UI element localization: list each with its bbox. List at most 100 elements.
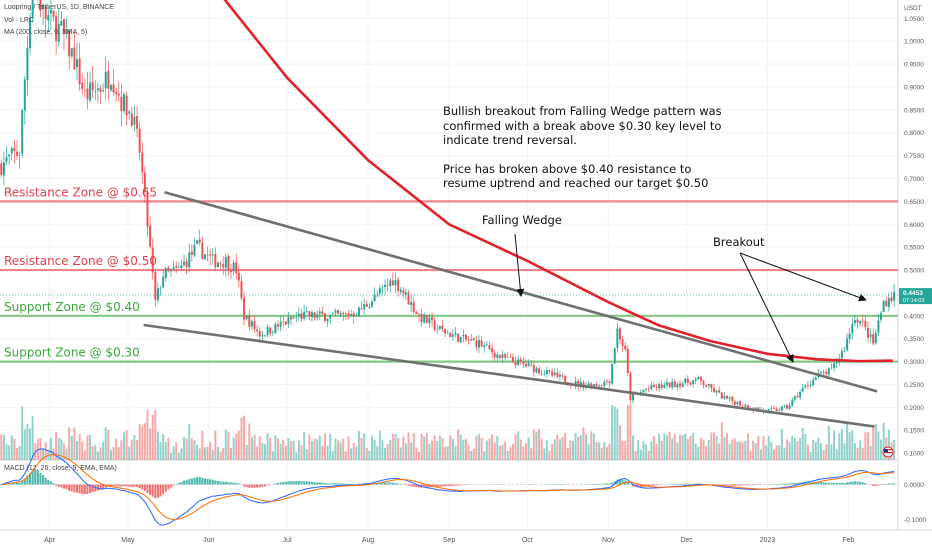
macd-histogram-bar	[686, 483, 689, 485]
candle-body	[352, 313, 355, 317]
macd-histogram-bar	[835, 483, 838, 485]
candle-body	[741, 405, 744, 407]
macd-histogram-bar	[21, 481, 24, 485]
volume-bar	[684, 433, 687, 460]
macd-histogram-bar	[595, 483, 598, 485]
candle-body	[663, 384, 666, 388]
candle-body	[449, 332, 452, 338]
macd-histogram-bar	[83, 484, 86, 495]
macd-histogram-bar	[397, 483, 400, 485]
candle-body	[652, 385, 655, 388]
volume-bar	[498, 445, 501, 460]
volume-bar	[639, 449, 642, 460]
volume-bar	[373, 439, 376, 460]
candle-body	[384, 284, 387, 288]
volume-bar	[540, 438, 543, 460]
volume-bar	[525, 443, 528, 460]
volume-bar	[569, 440, 572, 460]
volume-bar	[697, 446, 700, 460]
volume-bar	[592, 433, 595, 460]
volume-bar	[436, 440, 439, 460]
volume-bar	[838, 433, 841, 460]
volume-bar	[472, 448, 475, 460]
price-tick-label: 0.8500	[904, 107, 924, 114]
volume-bar	[749, 450, 752, 460]
candle-body	[483, 345, 486, 348]
zone-labels: Resistance Zone @ $0.65 Resistance Zone @…	[4, 185, 157, 359]
macd-histogram-bar	[840, 482, 843, 485]
macd-histogram-bar	[887, 483, 890, 485]
moving-average	[223, 0, 893, 363]
candle-body	[812, 379, 815, 386]
volume-bar	[334, 438, 337, 460]
ma-legend[interactable]: MA (200, close, 0, SMA, 5)	[4, 29, 88, 36]
macd-histogram-bar	[799, 482, 802, 485]
macd-legend[interactable]: MACD (12, 26, close, 9, EMA, EMA)	[4, 465, 117, 472]
macd-histogram-bar	[796, 482, 799, 485]
candle-body	[26, 47, 29, 81]
macd-histogram-bar	[329, 483, 332, 485]
macd-histogram-bar	[125, 484, 128, 487]
candle-body	[501, 354, 504, 358]
candle-body	[799, 392, 802, 398]
volume-bar	[295, 452, 298, 460]
volume-bar	[282, 439, 285, 460]
volume-legend[interactable]: Vol · LRC	[4, 17, 34, 24]
candle-body	[793, 396, 796, 400]
volume-bar	[232, 437, 235, 460]
macd-histogram-bar	[647, 484, 650, 487]
candle-body	[472, 338, 475, 341]
macd-histogram-bar	[243, 484, 246, 487]
volume-bar	[185, 438, 188, 460]
volume-bar	[70, 435, 73, 460]
macd-histogram-bar	[694, 483, 697, 485]
macd-histogram-bar	[182, 480, 186, 485]
candle-body	[133, 117, 136, 125]
candle-body	[548, 369, 551, 372]
volume-bar	[496, 436, 499, 460]
candle-body	[300, 313, 303, 319]
volume-bar	[637, 439, 640, 460]
symbol-title[interactable]: Loopring / TetherUS, 1D, BINANCE	[4, 4, 114, 11]
price-tick-label: 0.9000	[904, 84, 924, 91]
volume-bar	[112, 446, 115, 460]
volume-bar	[780, 429, 783, 460]
macd-histogram-bar	[438, 484, 441, 487]
candle-body	[561, 375, 564, 377]
volume-bar	[290, 440, 293, 460]
candle-body	[639, 391, 642, 394]
macd-histogram-bar	[256, 484, 259, 488]
volume-bar	[149, 428, 152, 460]
candle-body	[710, 383, 713, 389]
volume-bar	[368, 450, 371, 460]
volume-bar	[13, 438, 16, 460]
macd-histogram-bar	[13, 482, 16, 485]
volume-bar	[655, 443, 658, 460]
candle-body	[279, 322, 282, 327]
macd-histogram-bar	[65, 484, 68, 490]
macd-tick-label: 0.0000	[904, 482, 924, 489]
volume-bar	[605, 446, 608, 460]
volume-bar	[566, 448, 569, 460]
macd-histogram-bar	[167, 484, 170, 490]
volume-bar	[216, 446, 219, 460]
volume-bar	[318, 435, 321, 460]
candle-body	[117, 93, 120, 96]
candle-body	[791, 399, 794, 406]
macd-histogram-bar	[425, 484, 428, 488]
macd-histogram-bar	[618, 479, 622, 485]
volume-bar	[55, 432, 58, 460]
candle-body	[412, 302, 415, 312]
volume-bar	[812, 440, 815, 460]
volume-bar	[284, 445, 287, 460]
macd-histogram-bar	[219, 481, 222, 485]
candle-body	[209, 254, 212, 256]
time-axis[interactable]: Apr May Jun Jul Aug Sep Oct Nov Dec 2023 Feb	[44, 537, 854, 544]
macd-histogram-bar	[603, 483, 606, 485]
macd-histogram-bar	[394, 482, 397, 485]
candle-body	[538, 368, 541, 374]
candle-body	[232, 262, 235, 272]
volume-bar	[180, 448, 183, 460]
